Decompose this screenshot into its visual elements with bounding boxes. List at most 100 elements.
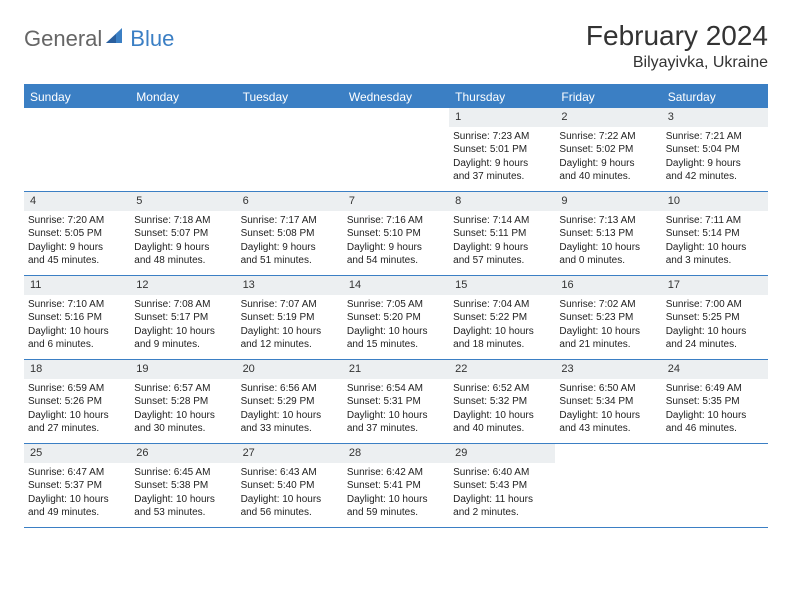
day-number: 19 [130, 360, 236, 379]
calendar-grid: SundayMondayTuesdayWednesdayThursdayFrid… [24, 84, 768, 528]
daylight-text-2: and 30 minutes. [134, 422, 232, 436]
empty-cell [662, 444, 768, 528]
day-cell: 24 Sunrise: 6:49 AMSunset: 5:35 PMDayligh… [662, 360, 768, 444]
daylight-text-1: Daylight: 10 hours [241, 325, 339, 339]
daylight-text-1: Daylight: 9 hours [453, 241, 551, 255]
daylight-text-1: Daylight: 10 hours [134, 493, 232, 507]
sunset-text: Sunset: 5:35 PM [666, 395, 764, 409]
sunrise-text: Sunrise: 7:18 AM [134, 214, 232, 228]
weekday-header: Wednesday [343, 86, 449, 108]
sunset-text: Sunset: 5:41 PM [347, 479, 445, 493]
sunset-text: Sunset: 5:01 PM [453, 143, 551, 157]
day-cell: 1Sunrise: 7:23 AMSunset: 5:01 PMDaylight… [449, 108, 555, 192]
weekday-header: Thursday [449, 86, 555, 108]
day-number: 22 [449, 360, 555, 379]
empty-cell [237, 108, 343, 192]
day-number: 21 [343, 360, 449, 379]
day-number: 2 [555, 108, 661, 127]
day-cell: 5Sunrise: 7:18 AMSunset: 5:07 PMDaylight… [130, 192, 236, 276]
daylight-text-2: and 37 minutes. [453, 170, 551, 184]
sunset-text: Sunset: 5:26 PM [28, 395, 126, 409]
sunrise-text: Sunrise: 7:13 AM [559, 214, 657, 228]
daylight-text-1: Daylight: 10 hours [241, 493, 339, 507]
day-number: 10 [662, 192, 768, 211]
sunrise-text: Sunrise: 7:20 AM [28, 214, 126, 228]
sunset-text: Sunset: 5:07 PM [134, 227, 232, 241]
day-number: 24 [662, 360, 768, 379]
day-number: 9 [555, 192, 661, 211]
day-number: 16 [555, 276, 661, 295]
day-cell: 6Sunrise: 7:17 AMSunset: 5:08 PMDaylight… [237, 192, 343, 276]
daylight-text-1: Daylight: 9 hours [347, 241, 445, 255]
sunset-text: Sunset: 5:17 PM [134, 311, 232, 325]
day-cell: 14Sunrise: 7:05 AMSunset: 5:20 PMDayligh… [343, 276, 449, 360]
day-number: 17 [662, 276, 768, 295]
weekday-header: Tuesday [237, 86, 343, 108]
daylight-text-1: Daylight: 10 hours [347, 493, 445, 507]
daylight-text-1: Daylight: 10 hours [347, 409, 445, 423]
sunset-text: Sunset: 5:16 PM [28, 311, 126, 325]
sunrise-text: Sunrise: 7:11 AM [666, 214, 764, 228]
day-cell: 15Sunrise: 7:04 AMSunset: 5:22 PMDayligh… [449, 276, 555, 360]
weekday-header: Friday [555, 86, 661, 108]
day-cell: 13Sunrise: 7:07 AMSunset: 5:19 PMDayligh… [237, 276, 343, 360]
sunrise-text: Sunrise: 6:43 AM [241, 466, 339, 480]
sunrise-text: Sunrise: 6:54 AM [347, 382, 445, 396]
daylight-text-1: Daylight: 10 hours [241, 409, 339, 423]
daylight-text-2: and 59 minutes. [347, 506, 445, 520]
sunrise-text: Sunrise: 6:45 AM [134, 466, 232, 480]
day-number: 20 [237, 360, 343, 379]
sunrise-text: Sunrise: 7:17 AM [241, 214, 339, 228]
sunrise-text: Sunrise: 6:57 AM [134, 382, 232, 396]
sunset-text: Sunset: 5:22 PM [453, 311, 551, 325]
daylight-text-2: and 15 minutes. [347, 338, 445, 352]
daylight-text-2: and 48 minutes. [134, 254, 232, 268]
daylight-text-1: Daylight: 10 hours [666, 241, 764, 255]
sunset-text: Sunset: 5:29 PM [241, 395, 339, 409]
sunset-text: Sunset: 5:20 PM [347, 311, 445, 325]
sunset-text: Sunset: 5:28 PM [134, 395, 232, 409]
day-cell: 29Sunrise: 6:40 AMSunset: 5:43 PMDayligh… [449, 444, 555, 528]
day-number: 8 [449, 192, 555, 211]
daylight-text-2: and 42 minutes. [666, 170, 764, 184]
sunset-text: Sunset: 5:19 PM [241, 311, 339, 325]
day-cell: 25Sunrise: 6:47 AMSunset: 5:37 PMDayligh… [24, 444, 130, 528]
day-number: 11 [24, 276, 130, 295]
empty-cell [24, 108, 130, 192]
daylight-text-1: Daylight: 10 hours [559, 325, 657, 339]
daylight-text-2: and 45 minutes. [28, 254, 126, 268]
daylight-text-2: and 40 minutes. [453, 422, 551, 436]
daylight-text-2: and 21 minutes. [559, 338, 657, 352]
daylight-text-1: Daylight: 9 hours [28, 241, 126, 255]
day-number: 26 [130, 444, 236, 463]
daylight-text-1: Daylight: 9 hours [134, 241, 232, 255]
sunset-text: Sunset: 5:10 PM [347, 227, 445, 241]
sunrise-text: Sunrise: 6:49 AM [666, 382, 764, 396]
day-number: 27 [237, 444, 343, 463]
sunset-text: Sunset: 5:02 PM [559, 143, 657, 157]
daylight-text-2: and 46 minutes. [666, 422, 764, 436]
day-cell: 21Sunrise: 6:54 AMSunset: 5:31 PMDayligh… [343, 360, 449, 444]
daylight-text-1: Daylight: 10 hours [453, 409, 551, 423]
daylight-text-2: and 57 minutes. [453, 254, 551, 268]
logo-text-1: General [24, 26, 102, 52]
day-cell: 20Sunrise: 6:56 AMSunset: 5:29 PMDayligh… [237, 360, 343, 444]
sunrise-text: Sunrise: 7:16 AM [347, 214, 445, 228]
day-number: 3 [662, 108, 768, 127]
day-cell: 10Sunrise: 7:11 AMSunset: 5:14 PMDayligh… [662, 192, 768, 276]
day-number: 15 [449, 276, 555, 295]
day-cell: 3Sunrise: 7:21 AMSunset: 5:04 PMDaylight… [662, 108, 768, 192]
empty-cell [343, 108, 449, 192]
day-cell: 12Sunrise: 7:08 AMSunset: 5:17 PMDayligh… [130, 276, 236, 360]
sunrise-text: Sunrise: 7:02 AM [559, 298, 657, 312]
day-cell: 23Sunrise: 6:50 AMSunset: 5:34 PMDayligh… [555, 360, 661, 444]
weekday-header: Monday [130, 86, 236, 108]
daylight-text-1: Daylight: 10 hours [28, 493, 126, 507]
sunrise-text: Sunrise: 6:47 AM [28, 466, 126, 480]
sunrise-text: Sunrise: 7:21 AM [666, 130, 764, 144]
daylight-text-1: Daylight: 10 hours [666, 409, 764, 423]
logo: General Blue [24, 20, 174, 52]
daylight-text-2: and 3 minutes. [666, 254, 764, 268]
daylight-text-2: and 24 minutes. [666, 338, 764, 352]
sunrise-text: Sunrise: 6:50 AM [559, 382, 657, 396]
